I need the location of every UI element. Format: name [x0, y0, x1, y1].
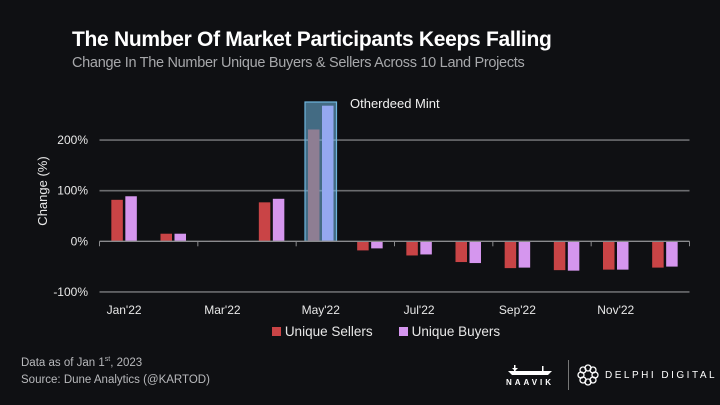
bar-unique-buyers: [666, 241, 678, 267]
bar-unique-buyers: [617, 241, 629, 270]
annotation-label: Otherdeed Mint: [350, 96, 440, 111]
legend-item-sellers: Unique Sellers: [271, 324, 373, 339]
legend: Unique Sellers Unique Buyers: [0, 324, 720, 339]
delphi-wordmark: DELPHI DIGITAL: [605, 369, 718, 381]
bar-unique-sellers: [553, 241, 566, 271]
x-tick-label: Sep'22: [499, 303, 536, 317]
chart-subtitle: Change In The Number Unique Buyers & Sel…: [72, 55, 525, 71]
bar-unique-buyers: [174, 233, 186, 242]
legend-label-sellers: Unique Sellers: [284, 324, 373, 339]
data-date-note: Data as of Jan 1st, 2023: [21, 356, 142, 369]
bar-unique-buyers: [125, 196, 137, 242]
x-tick-label: Nov'22: [597, 303, 634, 317]
bar-unique-sellers: [603, 241, 615, 270]
x-tick-label: Jan'22: [107, 303, 142, 317]
y-tick-label: 100%: [57, 184, 88, 198]
bar-unique-sellers: [160, 233, 172, 242]
bar-unique-sellers: [455, 241, 467, 263]
y-tick-label: -100%: [53, 285, 88, 299]
bar-unique-sellers: [406, 241, 418, 256]
bar-unique-buyers: [518, 241, 531, 268]
legend-swatch-buyers: [398, 327, 408, 336]
date-sup: st: [104, 356, 111, 363]
naavik-wordmark: NAAVIK: [505, 377, 555, 387]
x-tick-label: May'22: [302, 303, 341, 317]
bar-unique-buyers: [469, 241, 481, 264]
legend-swatch-sellers: [271, 327, 281, 336]
bar-unique-buyers: [322, 105, 334, 242]
bar-unique-sellers: [308, 129, 320, 242]
delphi-logo: DELPHI DIGITAL: [577, 364, 717, 386]
legend-item-buyers: Unique Buyers: [398, 324, 501, 339]
bar-chart: -100% 0% 100% 200% Change (%) Otherdeed Mint J…: [35, 96, 690, 317]
chart-title: The Number Of Market Participants Keeps …: [72, 28, 552, 51]
y-tick-label: 200%: [57, 133, 88, 147]
delphi-ring-icon: [577, 364, 599, 386]
y-axis-label: Change (%): [35, 156, 50, 225]
logo-divider: [568, 360, 569, 390]
x-tick-label: Mar'22: [204, 303, 241, 317]
bar-unique-buyers: [567, 241, 580, 271]
bar-unique-sellers: [258, 202, 271, 242]
naavik-logo: NAAVIK: [500, 364, 560, 387]
date-prefix: Data as of Jan 1: [21, 356, 105, 369]
bar-unique-sellers: [504, 241, 517, 269]
bar-unique-buyers: [272, 198, 285, 242]
source-note: Source: Dune Analytics (@KARTOD): [21, 374, 210, 386]
y-tick-label: 0%: [71, 234, 89, 248]
date-suffix: , 2023: [110, 356, 143, 369]
bar-unique-buyers: [371, 241, 383, 249]
x-tick-label: Jul'22: [404, 303, 435, 317]
logos: NAAVIK DELPHI DIGITAL: [500, 360, 717, 390]
bar-unique-sellers: [652, 241, 664, 268]
boat-icon: [508, 364, 552, 375]
legend-label-buyers: Unique Buyers: [411, 324, 501, 339]
bar-unique-sellers: [357, 241, 369, 251]
bar-unique-sellers: [111, 199, 123, 242]
bar-unique-buyers: [420, 241, 432, 255]
